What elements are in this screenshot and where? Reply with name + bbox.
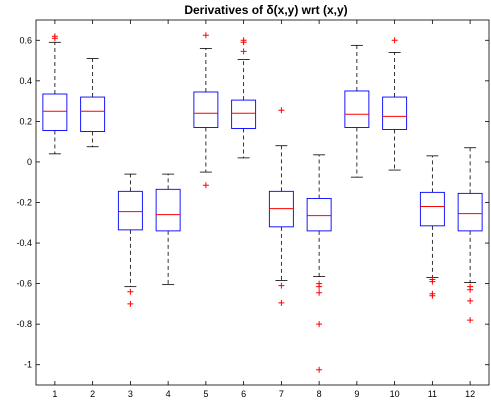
y-tick-label: -1: [24, 360, 32, 370]
outlier-marker: [240, 39, 247, 46]
x-tick-label: 7: [279, 389, 284, 399]
box-iqr: [344, 90, 370, 128]
outlier-marker: [429, 278, 436, 285]
outlier-marker: [467, 297, 474, 304]
x-tick-label: 9: [354, 389, 359, 399]
box-iqr: [306, 197, 332, 232]
outlier-marker: [467, 317, 474, 324]
y-tick-label: -0.4: [16, 238, 32, 248]
outlier-marker: [316, 321, 323, 328]
outlier-marker: [316, 289, 323, 296]
x-tick-label: 2: [90, 389, 95, 399]
outlier-marker: [240, 48, 247, 55]
x-tick-label: 11: [428, 389, 437, 399]
box-iqr: [419, 191, 445, 227]
outlier-marker: [127, 288, 134, 295]
box-iqr: [457, 192, 483, 232]
box-iqr: [268, 190, 294, 228]
outlier-marker: [316, 283, 323, 290]
x-tick-label: 3: [128, 389, 133, 399]
outlier-marker: [467, 286, 474, 293]
x-tick-label: 12: [465, 389, 475, 399]
y-tick-label: -0.2: [16, 198, 32, 208]
outlier-marker: [278, 107, 285, 114]
box-iqr: [155, 188, 181, 232]
outlier-marker: [127, 300, 134, 307]
chart-title: Derivatives of δ(x,y) wrt (x,y): [184, 3, 347, 17]
x-tick-label: 6: [241, 389, 246, 399]
y-tick-label: -0.8: [16, 319, 32, 329]
box-iqr: [117, 190, 143, 231]
box-iqr: [80, 96, 106, 132]
y-tick-label: 0.4: [19, 76, 32, 86]
outlier-marker: [391, 37, 398, 44]
x-tick-label: 10: [390, 389, 400, 399]
y-tick-label: 0: [27, 157, 32, 167]
box-iqr: [231, 99, 257, 129]
box-iqr: [193, 91, 219, 128]
outlier-marker: [202, 182, 209, 189]
outlier-marker: [278, 299, 285, 306]
outlier-marker: [51, 33, 58, 40]
x-tick-label: 4: [166, 389, 171, 399]
x-tick-label: 8: [317, 389, 322, 399]
outlier-marker: [316, 366, 323, 373]
outlier-marker: [202, 32, 209, 39]
box-iqr: [382, 96, 408, 130]
y-tick-label: -0.6: [16, 279, 32, 289]
outlier-marker: [278, 282, 285, 289]
plot-area: 0.60.40.20-0.2-0.4-0.6-0.8-11 2 3 4 5 6 7 8 9 10 1…: [16, 19, 490, 399]
y-tick-label: 0.2: [19, 116, 32, 126]
x-tick-label: 5: [203, 389, 208, 399]
outlier-marker: [429, 292, 436, 299]
x-tick-label: 1: [52, 389, 57, 399]
y-tick-label: 0.6: [19, 35, 32, 45]
box-iqr: [42, 93, 68, 131]
